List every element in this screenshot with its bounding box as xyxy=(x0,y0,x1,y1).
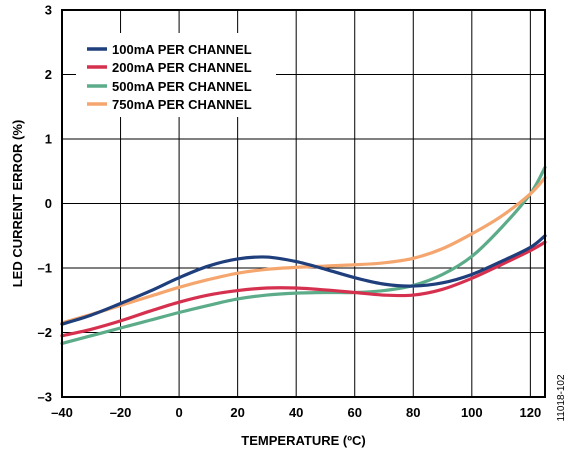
y-tick-label: 2 xyxy=(45,67,52,82)
y-axis-title: LED CURRENT ERROR (%) xyxy=(10,120,25,288)
legend-label-750ma: 750mA PER CHANNEL xyxy=(112,97,252,112)
y-tick-label: 0 xyxy=(45,196,52,211)
legend-label-100ma: 100mA PER CHANNEL xyxy=(112,42,252,57)
legend: 100mA PER CHANNEL 200mA PER CHANNEL 500m… xyxy=(76,33,276,117)
x-tick-label: 100 xyxy=(461,405,483,420)
figure-id: 11018-102 xyxy=(556,374,567,422)
x-tick-label: 20 xyxy=(230,405,244,420)
series-line-100ma xyxy=(60,234,547,326)
series-line-200ma xyxy=(60,240,547,338)
y-tick-label: 3 xyxy=(45,3,52,18)
y-tick-label: –2 xyxy=(38,325,52,340)
x-tick-label: –20 xyxy=(110,405,132,420)
legend-label-200ma: 200mA PER CHANNEL xyxy=(112,60,252,75)
y-tick-label: –3 xyxy=(38,390,52,405)
legend-label-500ma: 500mA PER CHANNEL xyxy=(112,79,252,94)
y-tick-label: 1 xyxy=(45,132,52,147)
x-tick-label: 0 xyxy=(175,405,182,420)
x-tick-label: 120 xyxy=(520,405,542,420)
x-tick-label: 40 xyxy=(289,405,303,420)
x-tick-label: 60 xyxy=(347,405,361,420)
series-line-500ma xyxy=(60,165,547,346)
plot-frame xyxy=(61,9,546,398)
y-axis-ticks: –3 –2 –1 0 1 2 3 xyxy=(38,3,52,405)
y-tick-label: –1 xyxy=(38,261,52,276)
x-axis-title: TEMPERATURE (ºC) xyxy=(241,433,365,448)
x-axis-ticks: –40 –20 0 20 40 60 80 100 120 xyxy=(51,405,541,420)
legend-box xyxy=(76,33,276,117)
x-tick-label: –40 xyxy=(51,405,73,420)
x-tick-label: 80 xyxy=(406,405,420,420)
series-lines xyxy=(60,165,547,346)
